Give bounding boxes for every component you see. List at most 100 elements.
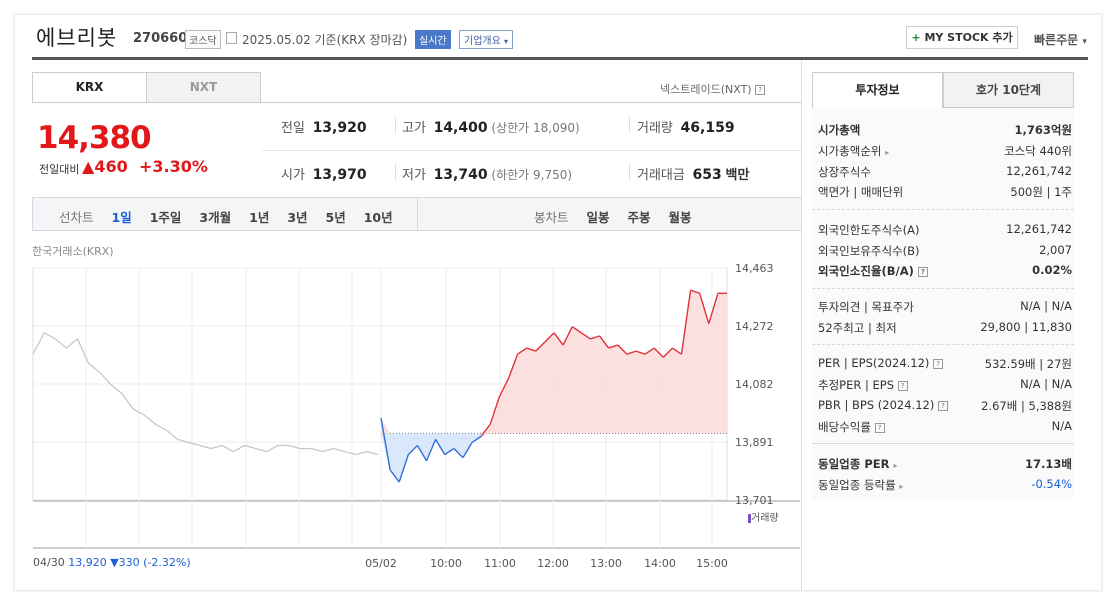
price-line-segment — [708, 293, 719, 324]
y-tick-label: 14,272 — [735, 320, 774, 333]
x-tick-label: 05/02 — [365, 557, 397, 570]
prev-close-value: 13,920 — [312, 120, 367, 136]
price-line-segment — [553, 332, 564, 346]
info-row: 배당수익률 ? N/A — [818, 419, 1072, 435]
open-value: 13,970 — [312, 167, 367, 183]
price-line-segment — [435, 439, 446, 455]
price-line-segment — [580, 332, 591, 340]
info-row[interactable]: 동일업종 등락률 ▸ -0.54% — [818, 477, 1072, 493]
info-row: 52주최고 | 최저 29,800 | 11,830 — [818, 320, 1072, 336]
up-triangle-icon: ▲ — [82, 157, 95, 176]
price-line-segment — [635, 350, 646, 355]
nextrade-label: 넥스트레이드(NXT) — [660, 83, 752, 96]
info-label: 투자의견 | 목표주가 — [818, 300, 914, 314]
price-line-segment — [453, 448, 464, 459]
info-divider — [812, 288, 1074, 289]
low-label: 저가 — [402, 168, 426, 183]
nextrade-link[interactable]: 넥스트레이드(NXT) ? — [660, 81, 766, 97]
price-line-segment — [444, 447, 455, 456]
area-below-baseline — [381, 433, 727, 483]
price-line-segment — [526, 347, 537, 352]
period-1y[interactable]: 1년 — [249, 210, 270, 225]
info-row[interactable]: 시가총액순위 ▸ 코스닥 440위 — [818, 143, 1072, 159]
quick-order-label: 빠른주문 — [1034, 33, 1079, 47]
volume-label: 거래량 — [637, 121, 673, 136]
tab-invest-info[interactable]: 투자정보 — [812, 72, 943, 108]
change-label: 전일대비 — [39, 163, 80, 176]
help-icon[interactable]: ? — [755, 85, 766, 95]
price-line-segment — [608, 344, 618, 349]
header-divider — [32, 57, 1088, 60]
info-row: 외국인한도주식수(A) 12,261,742 — [818, 222, 1072, 238]
control-divider — [417, 197, 418, 231]
help-icon[interactable]: ? — [897, 380, 908, 391]
price-chart[interactable]: 14,463 14,272 14,082 13,891 13,701 05/02 10:00… — [0, 0, 800, 590]
info-label: PER | EPS(2024.12) ? — [818, 356, 944, 372]
price-line-segment — [498, 378, 510, 398]
info-value: N/A — [1051, 419, 1072, 433]
info-row: 추정PER | EPS ? N/A | N/A — [818, 377, 1072, 393]
info-label: 외국인한도주식수(A) — [818, 223, 920, 237]
low-cell: 저가 13,740 (하한가 9,750) — [402, 164, 572, 183]
help-icon[interactable]: ? — [937, 400, 948, 411]
help-icon[interactable]: ? — [933, 358, 944, 369]
info-label: 시가총액 — [818, 123, 861, 137]
calendar-icon — [226, 32, 237, 44]
price-line-segment — [571, 326, 582, 334]
help-icon[interactable]: ? — [917, 266, 928, 277]
period-3y[interactable]: 3년 — [287, 210, 308, 225]
prev-day-line — [32, 331, 379, 456]
quick-order-link[interactable]: 빠른주문 ▾ — [1034, 31, 1087, 48]
info-row: PBR | BPS (2024.12) ? 2.67배 | 5,388원 — [818, 398, 1072, 414]
tab-nxt[interactable]: NXT — [146, 72, 261, 103]
change-percent: +3.30% — [139, 157, 208, 176]
panel-separator — [801, 60, 802, 591]
company-overview-button[interactable]: 기업개요 ▾ — [459, 30, 514, 49]
info-row: 상장주식수 12,261,742 — [818, 164, 1072, 180]
info-label: PBR | BPS (2024.12) ? — [818, 398, 948, 414]
price-line-segment — [690, 289, 700, 294]
period-1d[interactable]: 1일 — [111, 210, 132, 225]
period-1w[interactable]: 1주일 — [149, 210, 182, 225]
info-divider — [812, 344, 1074, 345]
upper-limit: (상한가 18,090) — [491, 121, 580, 135]
period-5y[interactable]: 5년 — [325, 210, 346, 225]
invest-info-panel — [812, 108, 1074, 500]
tab-orderbook[interactable]: 호가 10단계 — [943, 72, 1074, 108]
stock-code: 270660 — [133, 31, 188, 46]
info-label: 배당수익률 ? — [818, 419, 885, 435]
info-value: 0.02% — [1032, 263, 1072, 277]
price-line-segment — [380, 417, 391, 470]
volume-legend-swatch — [748, 513, 751, 523]
prev-day-pct: (-2.32%) — [143, 556, 191, 569]
info-value: 500원 | 1주 — [1010, 185, 1072, 199]
price-line-segment — [407, 445, 418, 456]
period-10y[interactable]: 10년 — [363, 210, 393, 225]
y-tick-label: 13,891 — [735, 436, 774, 449]
current-price: 14,380 — [37, 120, 152, 156]
period-weekly[interactable]: 주봉 — [627, 210, 651, 225]
volume-legend-label: 거래량 — [751, 513, 779, 524]
info-value: 12,261,742 — [1006, 164, 1072, 178]
volume-legend: 거래량 — [748, 509, 779, 524]
info-label: 동일업종 PER ▸ — [818, 457, 898, 471]
turnover-cell: 거래대금 653 백만 — [637, 164, 749, 183]
period-monthly[interactable]: 월봉 — [668, 210, 692, 225]
quote-row-divider — [262, 150, 802, 151]
period-daily[interactable]: 일봉 — [586, 210, 610, 225]
info-divider — [812, 209, 1074, 210]
info-value: 2.67배 | 5,388원 — [981, 399, 1072, 413]
price-line-segment — [671, 347, 682, 355]
help-icon[interactable]: ? — [874, 422, 885, 433]
period-3m[interactable]: 3개월 — [199, 210, 232, 225]
realtime-badge[interactable]: 실시간 — [415, 30, 451, 49]
price-line-segment — [617, 344, 628, 355]
info-value: 2,007 — [1039, 243, 1072, 257]
my-stock-add-button[interactable]: + MY STOCK 추가 — [906, 26, 1018, 49]
info-value: -0.54% — [1031, 477, 1072, 491]
low-value: 13,740 — [433, 167, 488, 183]
info-row[interactable]: 동일업종 PER ▸ 17.13배 — [818, 456, 1072, 472]
prev-day-date: 04/30 — [33, 556, 65, 569]
x-tick-label: 13:00 — [590, 557, 622, 570]
price-line-segment — [462, 442, 473, 459]
